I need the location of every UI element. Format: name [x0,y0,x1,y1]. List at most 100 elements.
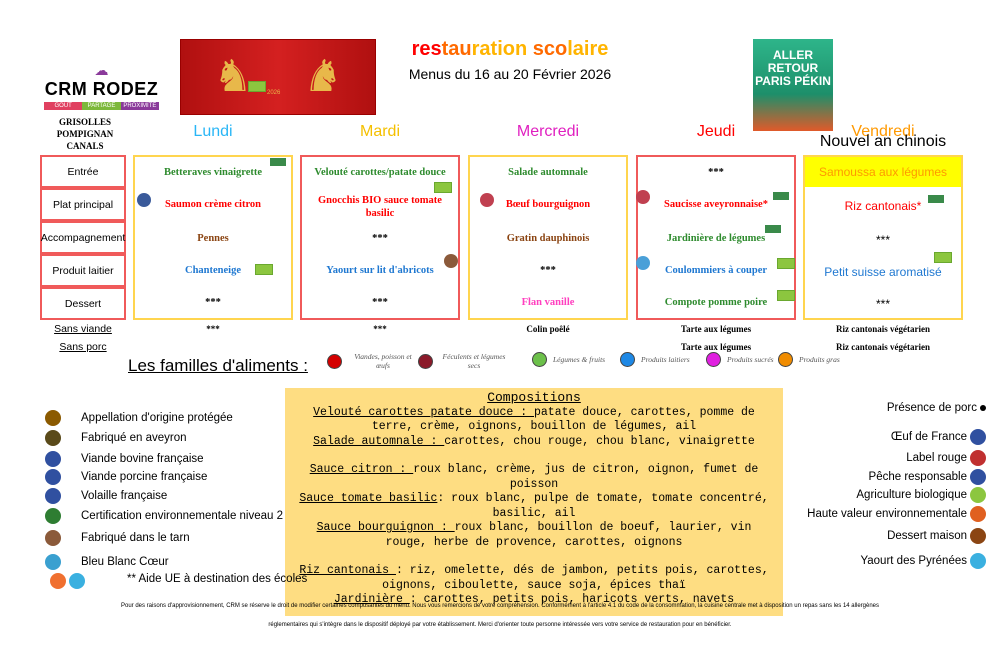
menu-item: *** [875,297,890,311]
legend-item: Fabriqué en aveyron [45,430,186,446]
legend-item: Œuf de France [891,429,986,445]
composition-desc: roux blanc, crème, jus de citron, oignon… [413,463,759,491]
chinese-new-year-banner: ♞ ♞ 2026 [180,39,376,115]
row-label-1: Plat principal [40,188,126,221]
menu-column-mardi: Velouté carottes/patate douce Gnocchis BI… [300,155,460,320]
families-title: Les familles d'aliments : [128,356,308,375]
alt-menu-item: *** [206,324,220,334]
cert-env-label-icon [270,158,286,166]
legend-item: Certification environnementale niveau 2 [45,508,283,524]
oeuf-icon [970,429,986,445]
alt-menu-item: Riz cantonais végétarien [836,342,930,352]
logo-name: CRM RODEZ [44,79,159,99]
hve-icon [970,506,986,522]
utensils-icon [620,352,635,367]
label-rouge-icon [970,450,986,466]
legend-label: Label rouge [906,452,967,464]
compositions-box: Compositions Velouté carottes patate douc… [285,388,783,616]
menu-item: Gnocchis BIO sauce tomate basilic [318,195,442,219]
day-jeudi: Jeudi [696,123,736,140]
composition-item: Sauce citron : roux blanc, crème, jus de… [293,463,775,492]
legend-label: Viande porcine française [81,471,208,483]
menu-column-lundi: Betteraves vinaigrette Saumon crème citro… [133,155,293,320]
day-mercredi: Mercredi [516,123,580,140]
page-title: restauration scolaire [380,38,640,61]
composition-desc: carottes, chou rouge, chou blanc, vinaig… [444,434,755,448]
legend-item: Viande porcine française [45,469,207,485]
menu-item: Coulommiers à couper [664,265,768,276]
menu-item: Betteraves vinaigrette [163,167,263,178]
alt-menu-item: *** [373,324,387,334]
legend-label: Dessert maison [887,530,967,542]
paris-pekin-poster: ALLER RETOUR PARIS PÉKIN [753,39,833,131]
poster-text: ALLER RETOUR PARIS PÉKIN [755,48,831,88]
legend-label: Fabriqué en aveyron [81,432,187,444]
lait-ecole-label-icon [636,256,650,270]
food-family-label: Produits sucrés [727,355,774,364]
food-family-label: Féculents et légumes secs [442,352,506,370]
peche-icon [970,469,986,485]
bio-label-icon [934,252,952,263]
tarn-icon [45,530,61,546]
composition-desc: roux blanc, bouillon de boeuf, laurier, … [385,521,752,549]
cert-env-label-icon [928,195,944,203]
bio-label-icon [248,81,266,92]
menu-item: Pennes [197,233,229,244]
utensils-icon [327,353,342,369]
composition-item: Velouté carottes patate douce : patate d… [293,406,775,435]
composition-name: Riz cantonais [299,564,396,577]
logo-tag: PROXIMITÉ [120,102,159,110]
legend-label: Bleu Blanc Cœur [81,556,169,568]
composition-item: Sauce bourguignon : roux blanc, bouillon… [293,521,775,550]
food-family-label: Produits gras [799,355,840,364]
alt-menu-item: Tarte aux légumes [680,342,752,352]
compositions-title: Compositions [487,390,581,405]
bio-icon [970,487,986,503]
menu-item: Compote pomme poire [664,297,768,308]
legend-item: Fabriqué dans le tarn [45,530,190,546]
menu-item: Salade automnale [508,167,588,178]
food-family-item: Produits laitiers [620,352,690,367]
viande-porcine-icon [45,469,61,485]
legend-item: Volaille française [45,488,167,504]
composition-name: Velouté carottes patate douce : [313,405,534,419]
food-family-label: Légumes & fruits [553,355,606,364]
bio-label-icon [434,182,452,193]
legend-item: Agriculture biologique [856,487,986,503]
legend-item: Label rouge [906,450,986,466]
legend-item: Viande bovine française [45,451,204,467]
composition-item: Salade automnale : carottes, chou rouge,… [293,435,775,450]
volaille-icon [45,488,61,504]
legend-item: Pêche responsable [869,469,986,485]
day-lundi: Lundi [193,123,233,140]
cert-env-icon [45,508,61,524]
composition-desc: patate douce, carottes, pomme de terre, … [371,405,755,434]
bio-label-icon [777,258,795,269]
aop-icon [45,410,61,426]
utensils-icon [418,353,433,369]
composition-item: Riz cantonais : riz, omelette, dés de ja… [293,564,775,593]
menu-item: Saucisse aveyronnaise* [664,199,768,210]
menu-item: Saumon crème citron [164,199,262,210]
menu-column-mercredi: Salade automnale Bœuf bourguignon Gratin d… [468,155,628,320]
legend-item: Haute valeur environnementale [807,506,986,522]
day-mardi: Mardi [359,123,400,140]
row-label-3: Produit laitier [40,254,126,287]
town: POMPIGNAN [56,129,114,139]
menu-item: *** [875,233,890,247]
food-family-label: Produits laitiers [641,355,690,364]
menu-item: *** [540,265,556,276]
bio-label-icon [255,264,273,275]
viande-bovine-label-icon [480,193,494,207]
composition-desc: : carottes, petits pois, haricots verts,… [409,593,735,606]
peche-responsable-icon [137,193,151,207]
utensils-icon [532,352,547,367]
composition-name: Jardinière [333,593,410,606]
legend-item: Présence de porc [887,402,986,414]
horse-icon: ♞ [213,52,253,101]
menu-item: Velouté carottes/patate douce [314,167,446,178]
menu-column-jeudi: *** Saucisse aveyronnaise* Jardinière de l… [636,155,796,320]
towns: GRISOLLES POMPIGNAN CANALS [50,116,120,152]
legend-label: Viande bovine française [81,453,204,465]
composition-desc: : riz, omelette, dés de jambon, petits p… [382,564,769,592]
